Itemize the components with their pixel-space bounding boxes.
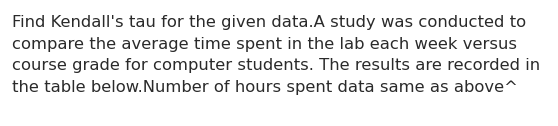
Text: Find Kendall's tau for the given data.A study was conducted to
compare the avera: Find Kendall's tau for the given data.A … <box>12 15 540 95</box>
